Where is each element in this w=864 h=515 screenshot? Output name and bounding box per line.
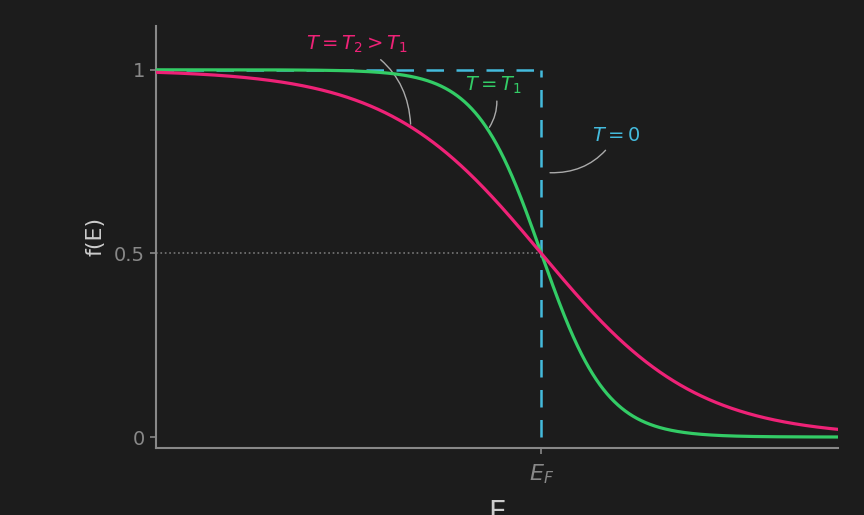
X-axis label: E: E [488, 500, 505, 515]
Y-axis label: f(E): f(E) [86, 217, 105, 256]
Text: $T=T_2>T_1$: $T=T_2>T_1$ [306, 34, 410, 124]
Text: $T=T_1$: $T=T_1$ [466, 74, 523, 127]
Text: $T=0$: $T=0$ [550, 126, 640, 173]
